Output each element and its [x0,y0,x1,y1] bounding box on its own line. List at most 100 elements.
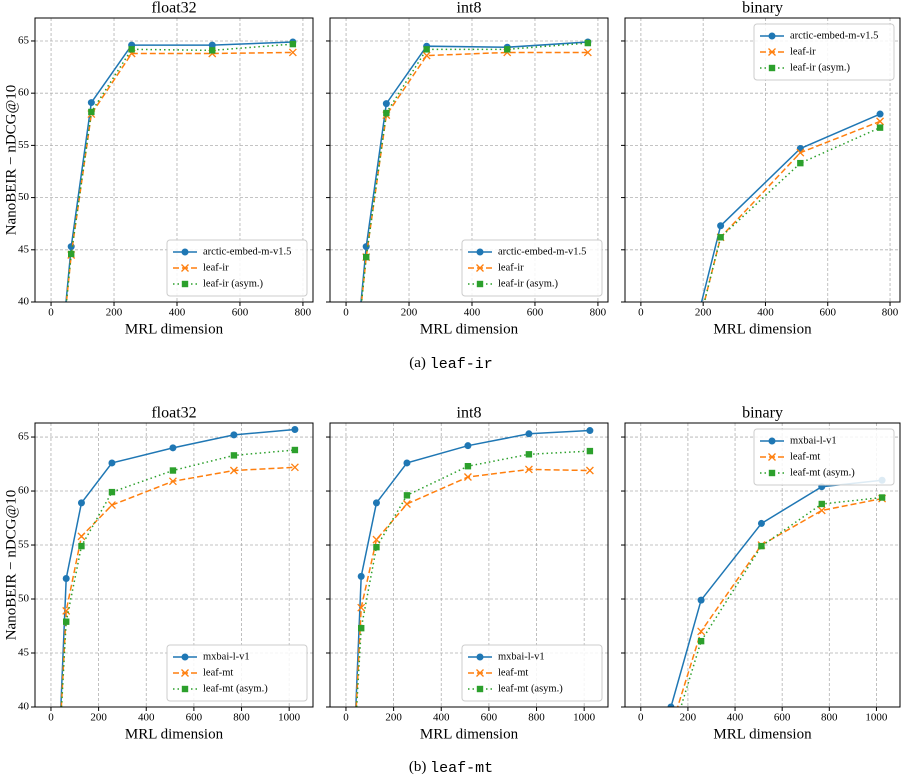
point [818,500,825,508]
point [372,499,380,507]
x-axis-label: MRL dimension [420,726,519,742]
chart-title: binary [742,405,783,422]
x-tick-label: 1000 [573,712,596,724]
point [55,757,62,764]
point [717,234,724,241]
plot-area [667,476,887,707]
x-tick-label: 600 [232,307,249,319]
point [876,124,884,131]
series-line [700,113,881,302]
x-tick-label: 600 [186,712,203,724]
point [402,500,411,508]
y-tick-label: 65 [18,35,30,47]
point [876,117,885,126]
legend-label: leaf-mt (asym.) [498,683,563,694]
x-tick-label: 0 [638,307,644,319]
series-line [360,41,588,302]
point [817,506,826,515]
point [758,542,765,550]
x-tick-label: 200 [695,307,712,319]
point [350,758,356,764]
point [58,351,64,357]
x-tick-label: 0 [48,712,54,724]
x-tick-label: 0 [343,307,349,319]
series-line [680,496,883,707]
x-tick-label: 800 [233,712,250,724]
legend-box [166,644,308,702]
point [697,627,706,636]
point [357,603,366,612]
legend: arctic-embed-m-v1.5 leaf-ir leaf-ir (asym.… [461,239,603,297]
legend-label: mxbai-l-v1 [790,435,837,446]
legend: arctic-embed-m-v1.5 leaf-ir leaf-ir (asym.… [166,239,308,297]
point [677,382,684,389]
x-tick-label: 0 [48,307,54,319]
point [68,250,75,258]
legend: mxbai-l-v1 leaf-mt leaf-mt (asym.) [753,428,895,486]
x-tick-label: 200 [106,307,123,319]
point [524,465,533,474]
point [67,243,75,251]
x-axis-label: MRL dimension [125,321,224,337]
point [169,444,177,452]
chart-title: int8 [457,0,482,17]
y-tick-label: 60 [18,485,30,497]
x-tick-label: 600 [481,712,498,724]
point [757,519,765,527]
x-tick-label: 1000 [865,712,888,724]
x-axis-label: MRL dimension [125,726,224,742]
legend-label: mxbai-l-v1 [498,651,545,662]
legend-label: leaf-ir (asym.) [203,278,264,289]
y-tick-label: 50 [18,593,30,605]
point [358,624,365,632]
point [353,351,359,357]
legend-marker [476,248,484,256]
point [350,757,357,764]
axes-frame [329,422,609,708]
point [584,39,592,47]
point [209,47,216,54]
point [353,351,360,358]
axes-frame [624,422,901,708]
series-line [703,120,881,302]
axes-frame [329,17,609,303]
point [586,427,594,435]
point [350,757,357,764]
y-tick-label: 60 [18,87,30,99]
legend-label: leaf-ir (asym.) [498,278,559,289]
x-tick-label: 600 [819,307,836,319]
point [876,110,884,118]
x-tick-label: 1000 [278,712,301,724]
point [423,46,430,53]
series-line [65,51,293,302]
x-tick-label: 400 [757,307,774,319]
point [463,473,472,481]
point [62,574,70,582]
y-tick-label: 40 [18,701,30,713]
plot-area [677,110,885,389]
legend: mxbai-l-v1 leaf-mt leaf-mt (asym.) [461,644,603,702]
point [403,459,411,467]
legend-label: leaf-mt [203,667,233,678]
plot-area [350,427,594,764]
chart-title: float32 [151,405,196,422]
legend-box [753,428,895,486]
x-tick-label: 400 [433,712,450,724]
point [107,501,116,510]
legend-label: leaf-mt (asym.) [790,467,855,478]
plot-area [58,38,297,357]
legend-label: leaf-ir [498,262,524,273]
legend-label: leaf-mt (asym.) [203,683,268,694]
x-tick-label: 200 [401,307,418,319]
point [353,351,360,358]
series-line [676,497,883,707]
plot-area [353,38,592,358]
point [583,48,592,57]
axes-frame [624,17,901,303]
point [168,477,177,486]
legend-marker [476,264,484,272]
point [108,488,116,496]
legend-marker [181,264,189,272]
y-tick-label: 65 [18,431,30,443]
